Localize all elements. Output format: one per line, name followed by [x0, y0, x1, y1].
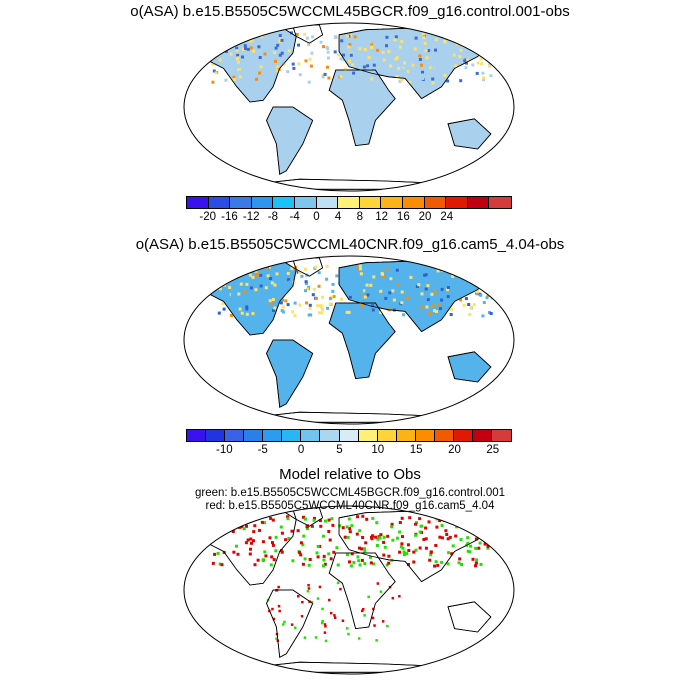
colorbar-tick-label: 12: [375, 211, 388, 223]
colorbar-cell: [294, 197, 317, 208]
colorbar-cell: [273, 197, 295, 208]
colorbar-cell: [446, 197, 468, 208]
colorbar-cell: [187, 197, 209, 208]
colorbar-cell: [187, 430, 207, 441]
colorbar-cell: [206, 430, 226, 441]
colorbar-tick-label: 16: [396, 211, 410, 223]
colorbar-tick-label: -16: [221, 211, 238, 223]
colorbar-tick-label: -20: [199, 211, 217, 223]
colorbar-tick-label: 15: [409, 444, 423, 456]
colorbar-tick-label: 25: [486, 444, 500, 456]
panel2-land: [199, 257, 495, 423]
colorbar-cell: [377, 430, 397, 441]
colorbar-cell: [358, 430, 378, 441]
colorbar-cell: [301, 430, 321, 441]
colorbar-cell: [263, 430, 283, 441]
colorbar-tick-label: 10: [371, 444, 385, 456]
panel3-land: [199, 507, 495, 673]
colorbar-cell: [338, 197, 360, 208]
colorbar-cell: [282, 430, 302, 441]
colorbar-tick-label: 4: [334, 211, 342, 223]
colorbar-cell: [359, 197, 382, 208]
panel1-land: [199, 24, 495, 190]
panel1-title: o(ASA) b.e15.B5505C5WCCML45BGCR.f09_g16.…: [130, 3, 570, 20]
panel2-map-border: [183, 255, 515, 425]
colorbar-cell: [320, 430, 340, 441]
colorbar-tick-label: 0: [297, 444, 305, 456]
colorbar-cell: [472, 430, 492, 441]
colorbar-tick-label: -10: [216, 444, 233, 456]
panel3-title: Model relative to Obs: [279, 466, 421, 483]
colorbar-cell: [434, 430, 454, 441]
colorbar-tick-label: 0: [313, 211, 320, 223]
panel3-legend-red: red: b.e15.B5505C5WCCML40CNR.f09_g16.cam…: [205, 500, 495, 512]
colorbar-tick-label: -12: [242, 211, 260, 223]
colorbar-cell: [396, 430, 416, 441]
colorbar-cell: [244, 430, 264, 441]
colorbar-cell: [467, 197, 490, 208]
panel2-colorbar: [186, 429, 512, 442]
panel2-title: o(ASA) b.e15.B5505C5WCCML40CNR.f09_g16.c…: [135, 236, 565, 253]
colorbar-tick-label: -8: [267, 211, 279, 223]
colorbar-cell: [415, 430, 435, 441]
colorbar-tick-label: 24: [440, 211, 454, 223]
colorbar-cell: [316, 197, 339, 208]
colorbar-tick-label: -5: [257, 444, 268, 456]
colorbar-cell: [489, 197, 511, 208]
colorbar-tick-label: 5: [336, 444, 343, 456]
colorbar-cell: [339, 430, 359, 441]
colorbar-cell: [492, 430, 512, 441]
colorbar-cell: [402, 197, 425, 208]
panel3-map-border: [183, 505, 515, 675]
colorbar-cell: [381, 197, 403, 208]
colorbar-cell: [453, 430, 473, 441]
colorbar-tick-label: 20: [418, 211, 432, 223]
colorbar-tick-label: -4: [289, 211, 300, 223]
panel1-colorbar: [186, 196, 512, 209]
colorbar-tick-label: 20: [448, 444, 461, 456]
colorbar-cell: [251, 197, 274, 208]
colorbar-cell: [424, 197, 447, 208]
colorbar-cell: [208, 197, 231, 208]
panel3-legend-green: green: b.e15.B5505C5WCCML45BGCR.f09_g16.…: [194, 487, 506, 499]
colorbar-tick-label: 8: [356, 211, 364, 223]
colorbar-cell: [230, 197, 252, 208]
panel1-map-border: [183, 22, 515, 192]
colorbar-cell: [225, 430, 245, 441]
